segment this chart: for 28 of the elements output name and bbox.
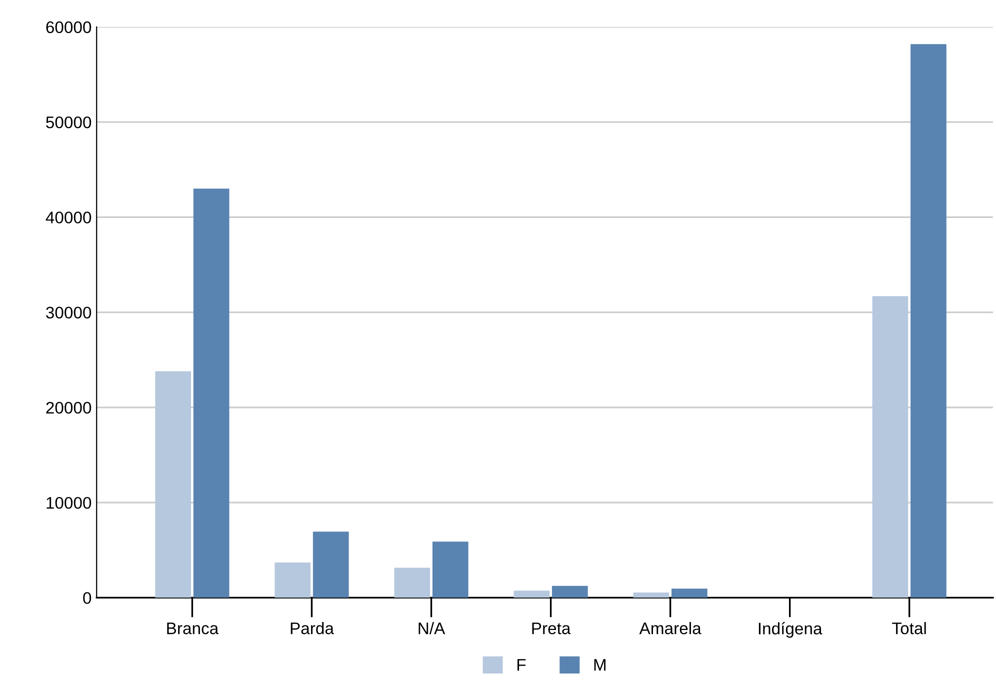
y-tick-label: 60000: [46, 21, 92, 34]
bar: [432, 542, 468, 598]
x-tick-label: N/A: [418, 622, 446, 634]
bar: [394, 568, 430, 598]
bar: [552, 586, 588, 598]
y-tick-label: 10000: [46, 496, 92, 509]
x-tick-label: Total: [892, 622, 926, 634]
y-tick-label: 30000: [46, 306, 92, 319]
bar: [872, 296, 908, 598]
y-tick-label: 40000: [46, 212, 92, 224]
x-tick-label: Amarela: [639, 622, 702, 634]
x-tick-label: Parda: [290, 622, 334, 634]
legend-label: M: [594, 659, 606, 671]
bar: [910, 44, 946, 598]
x-tick-label: Branca: [167, 622, 219, 634]
bar: [155, 371, 192, 598]
bar: [193, 188, 230, 598]
legend-label: F: [517, 659, 526, 671]
bar: [312, 532, 349, 598]
x-tick-label: Indígena: [758, 622, 822, 638]
x-tick-label: Preta: [532, 622, 571, 634]
y-tick-label: 0: [83, 592, 92, 604]
bar: [672, 588, 708, 598]
y-tick-label: 20000: [46, 402, 92, 414]
bar: [633, 592, 670, 598]
bar: [274, 562, 311, 598]
y-tick-label: 50000: [46, 116, 92, 128]
bar: [514, 590, 550, 598]
